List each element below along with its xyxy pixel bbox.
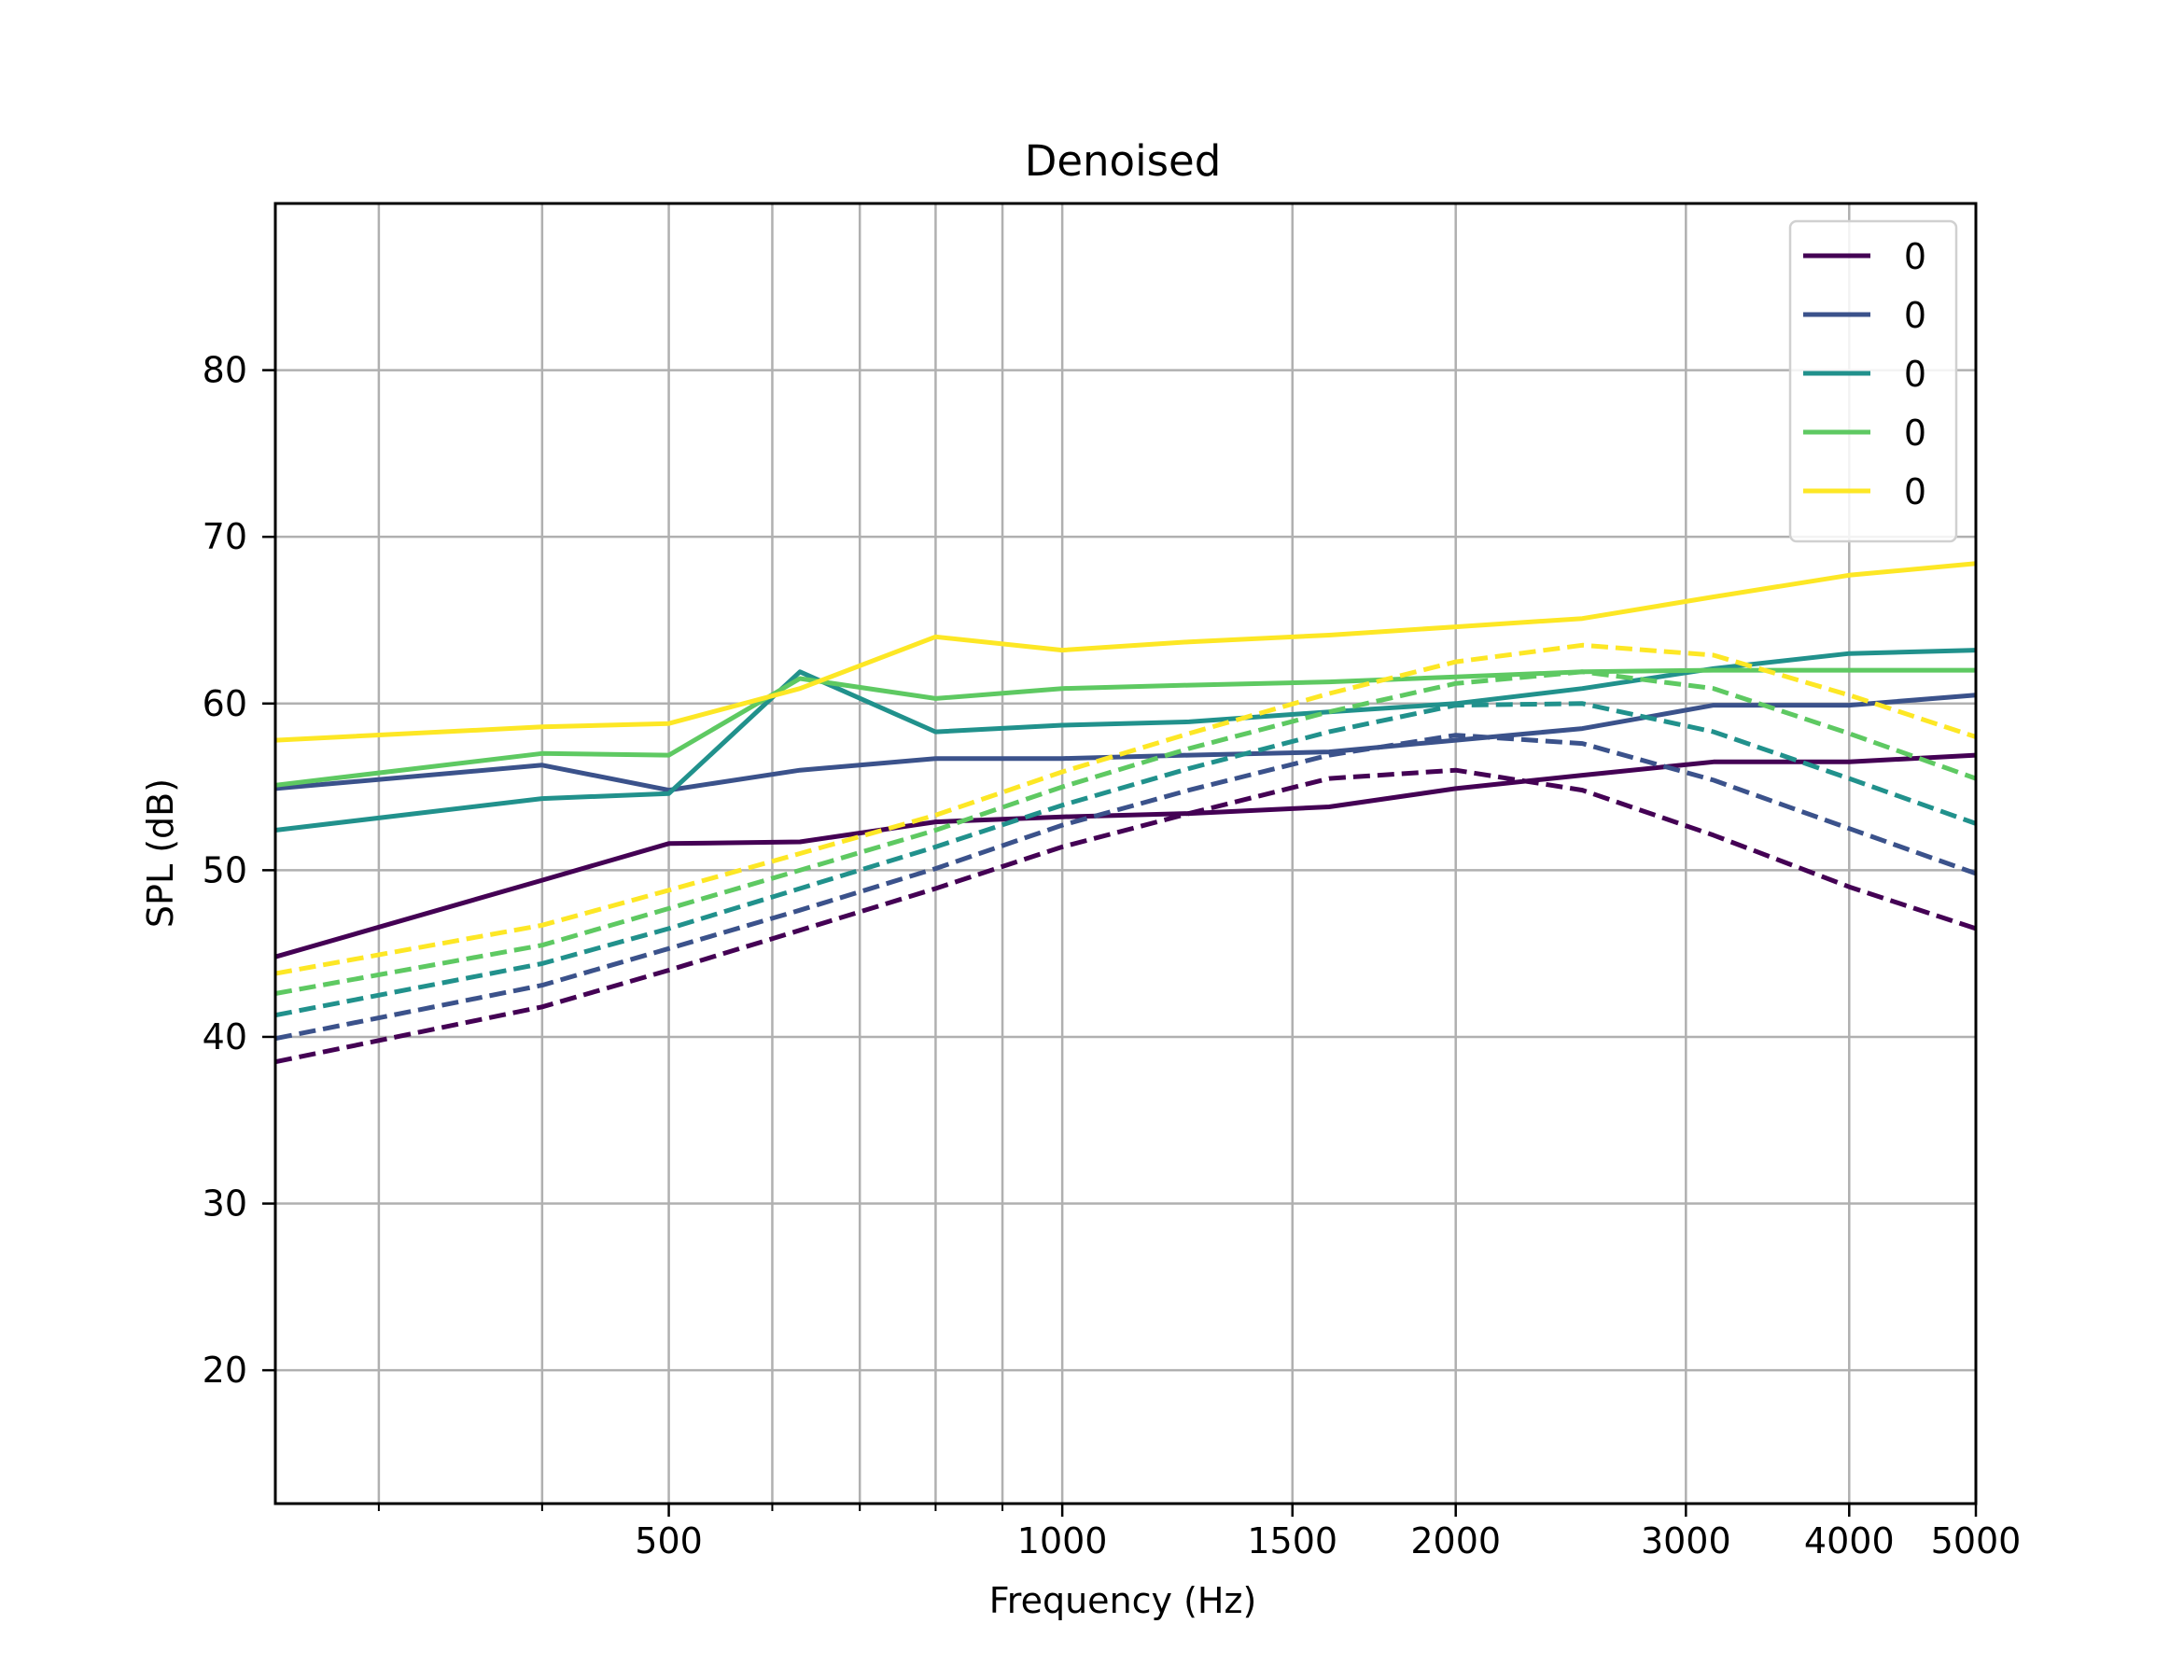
series-line-2 — [274, 693, 1977, 793]
dashed-series-line-5 — [274, 642, 1977, 976]
dashed-series-line-4 — [274, 669, 1977, 996]
plot-frame — [273, 202, 1978, 1505]
y-axis-label: SPL (dB) — [140, 778, 181, 928]
dashed-series-line-2 — [274, 733, 1977, 1042]
x-tick-label: 1000 — [1017, 1520, 1108, 1561]
series-line-4 — [274, 667, 1976, 788]
series-line-5 — [274, 561, 1977, 743]
legend: 0 0 0 0 0 — [1788, 219, 1958, 543]
y-tick-label: 80 — [203, 350, 247, 391]
y-tick-label: 50 — [203, 849, 247, 890]
legend-label: 0 — [1904, 413, 1926, 454]
legend-label: 0 — [1904, 295, 1926, 336]
y-tick-label: 70 — [203, 516, 247, 557]
x-tick-label: 2000 — [1410, 1520, 1501, 1561]
x-tick-label: 3000 — [1641, 1520, 1731, 1561]
ticks: 500 1000 1500 2000 3000 4000 5000 20 30 40 50 60 70 8… — [203, 350, 2022, 1561]
legend-label: 0 — [1904, 236, 1926, 277]
dashed-series-line-3 — [274, 701, 1977, 1018]
chart-title: Denoised — [1025, 136, 1222, 186]
x-axis-label: Frequency (Hz) — [989, 1580, 1257, 1621]
x-tick-label: 5000 — [1931, 1520, 2022, 1561]
legend-box — [1788, 219, 1958, 543]
grid — [275, 203, 1978, 1504]
y-tick-label: 30 — [203, 1183, 247, 1225]
y-tick-label: 60 — [203, 683, 247, 724]
x-tick-label: 500 — [635, 1520, 703, 1561]
legend-label: 0 — [1904, 354, 1926, 395]
x-tick-label: 1500 — [1247, 1520, 1337, 1561]
y-tick-label: 40 — [203, 1016, 247, 1057]
legend-label: 0 — [1904, 471, 1926, 512]
dashed-series-line-1 — [274, 767, 1977, 1065]
x-tick-label: 4000 — [1804, 1520, 1895, 1561]
series-layer — [274, 561, 1977, 1065]
y-tick-label: 20 — [203, 1350, 247, 1391]
